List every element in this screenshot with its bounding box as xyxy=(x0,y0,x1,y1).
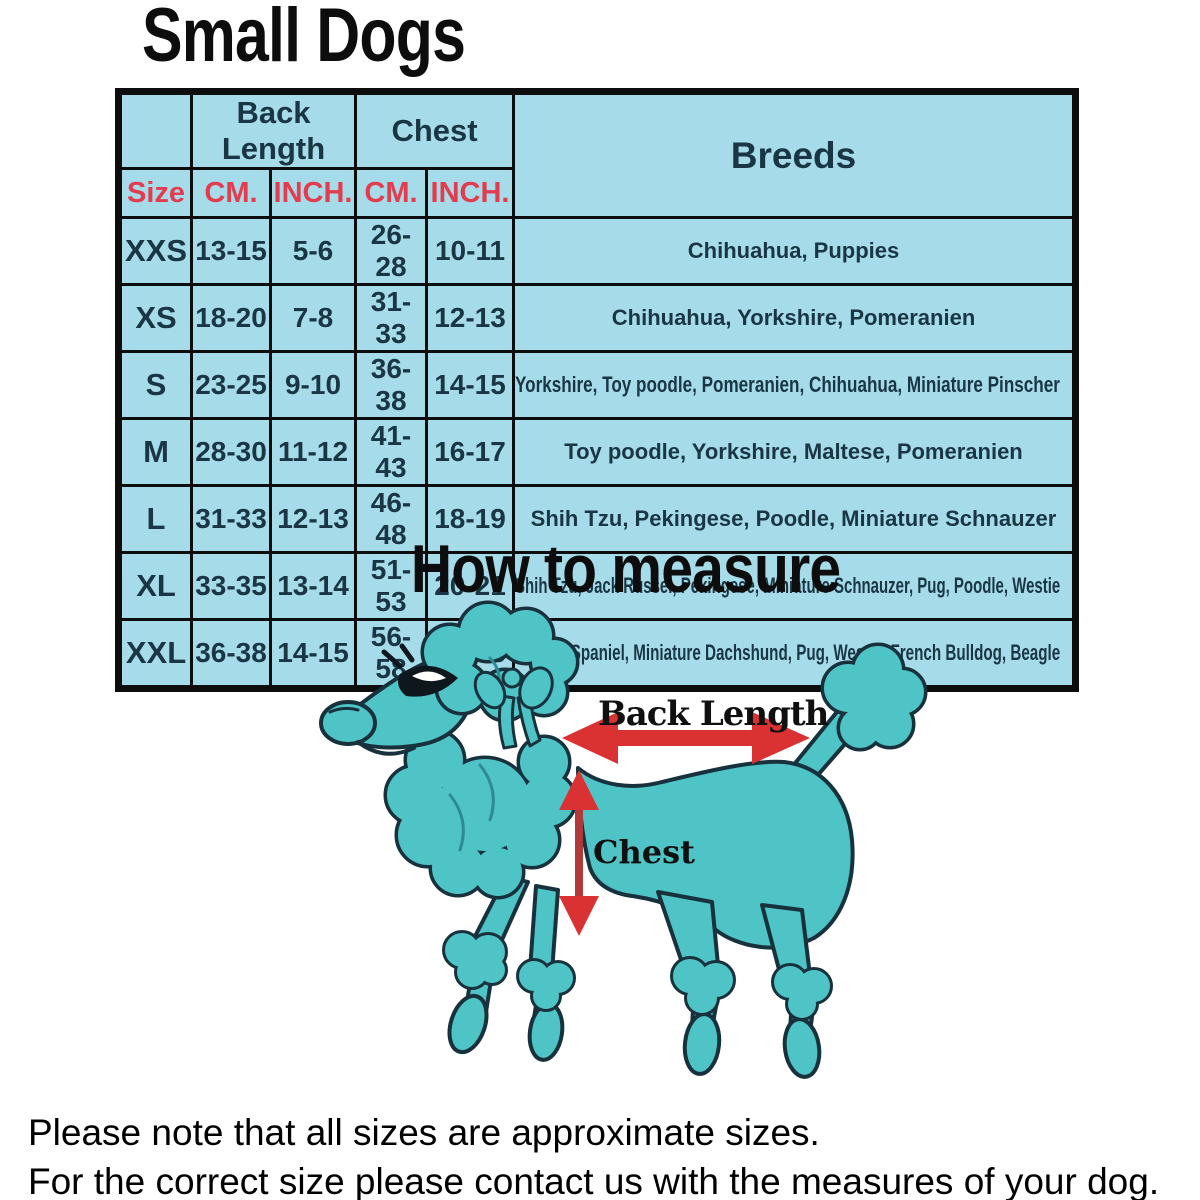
table-row: XL 33-35 13-14 51-53 20-21 Shih Tzu, Jac… xyxy=(117,551,1078,621)
chest-cm-header: CM. xyxy=(354,167,428,219)
front-cuff-near xyxy=(442,930,508,990)
front-cuff-far xyxy=(516,958,576,1012)
table-row: L 31-33 12-13 46-48 18-19 Shih Tzu, Peki… xyxy=(117,484,1078,554)
table-row: M 28-30 11-12 41-43 16-17 Toy poodle, Yo… xyxy=(117,417,1078,487)
breeds-cell: Chihuahua, Puppies xyxy=(512,216,1078,286)
back-length-arrow xyxy=(562,712,810,764)
breeds-text: Chihuahua, Puppies xyxy=(687,238,900,263)
chest-cm-cell: 36-38 xyxy=(354,350,428,420)
breeds-cell: Chihuahua, Yorkshire, Pomeranien xyxy=(512,283,1078,353)
size-cell: XL xyxy=(117,551,193,621)
chest-inch-cell: 16-17 xyxy=(424,417,516,487)
hind-paw-far xyxy=(782,1017,822,1079)
back-length-label: Back Length xyxy=(598,694,829,734)
size-cell: XXS xyxy=(117,216,193,286)
note-line-2: For the correct size please contact us w… xyxy=(28,1161,1160,1200)
measurement-arrows xyxy=(559,712,810,936)
neck-mane xyxy=(383,728,578,900)
breeds-text: Yorkshire, Toy poodle, Pomeranien, Chihu… xyxy=(515,372,1060,397)
table-header-row-groups: Back Length Chest Breeds xyxy=(117,90,1078,219)
chest-arrow-head-bottom xyxy=(559,896,599,936)
table-row: S 23-25 9-10 36-38 14-15 Yorkshire, Toy … xyxy=(117,350,1078,420)
back-length-header: Back Length xyxy=(190,90,357,170)
hind-paw-near xyxy=(682,1012,722,1076)
table-row: XXS 13-15 5-6 26-28 10-11 Chihuahua, Pup… xyxy=(117,216,1078,286)
size-cell: L xyxy=(117,484,193,554)
breeds-text: Chihuahua, Yorkshire, Pomeranien xyxy=(611,305,976,330)
note-line-1: Please note that all sizes are approxima… xyxy=(28,1112,820,1153)
breeds-header: Breeds xyxy=(512,90,1078,219)
empty-header-cell xyxy=(117,90,193,170)
chest-cm-cell: 46-48 xyxy=(354,484,428,554)
back-inch-header: INCH. xyxy=(269,167,357,219)
back-cm-cell: 13-15 xyxy=(190,216,272,286)
size-header: Size xyxy=(117,167,193,219)
nostril-line xyxy=(328,706,360,714)
dog-body xyxy=(576,759,855,950)
poodle-measurement-illustration xyxy=(319,600,928,1079)
size-cell: XXL xyxy=(117,618,193,690)
measure-title-wrap: How to measure xyxy=(52,530,1200,608)
back-inch-cell: 14-15 xyxy=(269,618,357,690)
back-cm-cell: 36-38 xyxy=(190,618,272,690)
chest-cm-cell: 31-33 xyxy=(354,283,428,353)
chest-label: Chest xyxy=(593,833,695,871)
chest-inch-header: INCH. xyxy=(424,167,516,219)
breeds-cell: Yorkshire, Toy poodle, Pomeranien, Chihu… xyxy=(512,350,1078,420)
mouth-smile xyxy=(356,740,416,756)
chest-inch-cell: 18-19 xyxy=(424,484,516,554)
dog-nose xyxy=(319,700,377,746)
breeds-cell: Toy poodle, Yorkshire, Maltese, Pomerani… xyxy=(512,417,1078,487)
chest-header: Chest xyxy=(353,90,516,170)
chest-cm-cell: 51-53 xyxy=(354,551,428,621)
hind-cuff-near xyxy=(670,956,736,1016)
back-cm-cell: 31-33 xyxy=(190,484,272,554)
measure-title: How to measure xyxy=(411,531,841,607)
tail-pom xyxy=(820,642,928,752)
dog-eye xyxy=(381,643,458,697)
breeds-text: Toy poodle, Yorkshire, Maltese, Pomerani… xyxy=(564,439,1023,464)
table-row: XS 18-20 7-8 31-33 12-13 Chihuahua, York… xyxy=(117,283,1078,353)
breeds-cell: Shih Tzu, Jack Russel, Pekingese, Miniat… xyxy=(512,551,1078,621)
back-inch-cell: 12-13 xyxy=(269,484,357,554)
breeds-text: Shih Tzu, Jack Russel, Pekingese, Miniat… xyxy=(515,573,1061,598)
footer-notes: Please note that all sizes are approxima… xyxy=(28,1108,1159,1200)
size-table: Back Length Chest Breeds Size CM. INCH. … xyxy=(115,88,1080,692)
breeds-text: Cocker Spaniel, Miniature Dachshund, Pug… xyxy=(515,640,1061,665)
chest-inch-cell: 12-13 xyxy=(424,283,516,353)
hind-cuff-far xyxy=(771,963,833,1021)
breeds-cell: Cocker Spaniel, Miniature Dachshund, Pug… xyxy=(512,618,1078,690)
chest-arrow-head-top xyxy=(559,770,599,810)
page-title: Small Dogs xyxy=(142,0,466,78)
chest-inch-cell: 14-15 xyxy=(424,350,516,420)
back-cm-cell: 23-25 xyxy=(190,350,272,420)
back-inch-cell: 7-8 xyxy=(269,283,357,353)
breeds-cell: Shih Tzu, Pekingese, Poodle, Miniature S… xyxy=(512,484,1078,554)
chest-cm-cell: 41-43 xyxy=(354,417,428,487)
back-cm-cell: 33-35 xyxy=(190,551,272,621)
back-cm-header: CM. xyxy=(190,167,272,219)
front-paw-near xyxy=(447,993,489,1055)
chest-cm-cell: 26-28 xyxy=(354,216,428,286)
back-cm-cell: 28-30 xyxy=(190,417,272,487)
back-inch-cell: 9-10 xyxy=(269,350,357,420)
chest-inch-cell: 10-11 xyxy=(424,216,516,286)
chest-arrow-shaft xyxy=(575,800,583,906)
hair-bow xyxy=(473,666,554,750)
size-cell: S xyxy=(117,350,193,420)
back-inch-cell: 5-6 xyxy=(269,216,357,286)
table-header-row-units: Size CM. INCH. CM. INCH. xyxy=(117,167,1076,219)
breeds-text: Shih Tzu, Pekingese, Poodle, Miniature S… xyxy=(530,506,1057,531)
back-inch-cell: 13-14 xyxy=(269,551,357,621)
back-cm-cell: 18-20 xyxy=(190,283,272,353)
back-inch-cell: 11-12 xyxy=(269,417,357,487)
size-cell: M xyxy=(117,417,193,487)
size-cell: XS xyxy=(117,283,193,353)
